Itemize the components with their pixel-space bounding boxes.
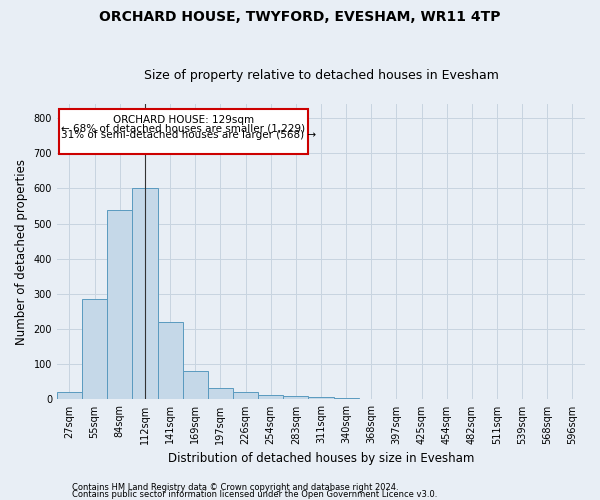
Text: ORCHARD HOUSE, TWYFORD, EVESHAM, WR11 4TP: ORCHARD HOUSE, TWYFORD, EVESHAM, WR11 4T… <box>99 10 501 24</box>
Bar <box>308 397 334 400</box>
Bar <box>233 392 258 400</box>
Bar <box>258 395 283 400</box>
Bar <box>158 322 182 400</box>
Bar <box>82 299 107 400</box>
Text: ORCHARD HOUSE: 129sqm: ORCHARD HOUSE: 129sqm <box>113 114 254 124</box>
Bar <box>283 396 308 400</box>
Text: ← 68% of detached houses are smaller (1,229): ← 68% of detached houses are smaller (1,… <box>61 124 305 134</box>
Bar <box>208 388 233 400</box>
Title: Size of property relative to detached houses in Evesham: Size of property relative to detached ho… <box>143 69 499 82</box>
Bar <box>107 210 133 400</box>
Text: 31% of semi-detached houses are larger (568) →: 31% of semi-detached houses are larger (… <box>61 130 317 140</box>
X-axis label: Distribution of detached houses by size in Evesham: Distribution of detached houses by size … <box>168 452 474 465</box>
Text: Contains public sector information licensed under the Open Government Licence v3: Contains public sector information licen… <box>72 490 437 499</box>
Bar <box>57 392 82 400</box>
Bar <box>133 188 158 400</box>
Bar <box>334 398 359 400</box>
Text: Contains HM Land Registry data © Crown copyright and database right 2024.: Contains HM Land Registry data © Crown c… <box>72 484 398 492</box>
Bar <box>59 110 308 154</box>
Y-axis label: Number of detached properties: Number of detached properties <box>15 158 28 344</box>
Bar <box>182 372 208 400</box>
